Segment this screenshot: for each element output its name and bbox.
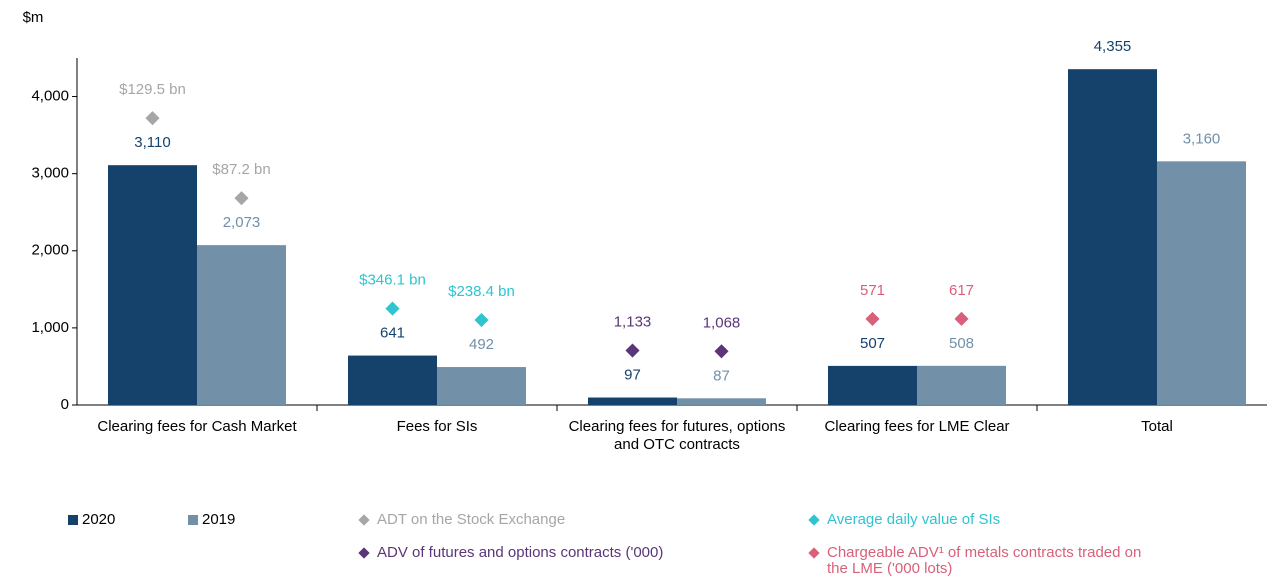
- bar-value-label: 492: [469, 336, 494, 353]
- x-tick-label: Clearing fees for LME Clear: [824, 418, 1010, 435]
- y-tick-label: 0: [61, 396, 69, 413]
- legend-label: 2019: [202, 511, 236, 528]
- bar: [588, 397, 677, 405]
- legend-marker: [358, 547, 370, 559]
- bar: [677, 398, 766, 405]
- legend-item: Chargeable ADV¹ of metals contracts trad…: [808, 545, 1148, 577]
- bar: [348, 355, 437, 405]
- legend-label: Average daily value of SIs: [827, 511, 1001, 528]
- indicator-marker: [865, 311, 880, 326]
- legend-marker: [808, 547, 820, 559]
- indicator-marker: [625, 343, 640, 358]
- indicator-label: $346.1 bn: [359, 272, 426, 289]
- legend-item: 2019: [188, 512, 235, 528]
- legend-label: ADV of futures and options contracts ('0…: [377, 544, 664, 561]
- bar: [108, 165, 197, 405]
- y-axis-label: $m: [23, 9, 44, 26]
- bar: [828, 365, 917, 405]
- bar-value-label: 3,160: [1183, 130, 1221, 147]
- legend-swatch: [188, 515, 198, 525]
- bar-value-label: 3,110: [134, 134, 170, 151]
- x-tick-label: Total: [1141, 418, 1173, 435]
- indicator-marker: [714, 344, 729, 359]
- legend-label: ADT on the Stock Exchange: [377, 511, 566, 528]
- indicator-label: 1,133: [614, 313, 652, 330]
- bar-value-label: 4,355: [1094, 38, 1132, 55]
- indicator-label: $129.5 bn: [119, 81, 186, 98]
- x-tick-label: Fees for SIs: [396, 418, 478, 435]
- bar-value-label: 507: [860, 335, 885, 352]
- indicator-marker: [145, 111, 160, 126]
- bar: [1068, 69, 1157, 405]
- indicator-label: $87.2 bn: [212, 161, 270, 178]
- y-tick-label: 2,000: [31, 242, 69, 259]
- bar-value-label: 2,073: [223, 214, 261, 231]
- indicator-marker: [234, 191, 249, 206]
- x-tick-label: Clearing fees for futures, options and O…: [568, 418, 786, 453]
- y-tick-label: 4,000: [31, 88, 69, 105]
- indicator-label: 1,068: [703, 314, 741, 331]
- bar: [197, 245, 286, 405]
- legend-marker: [808, 514, 820, 526]
- indicator-marker: [474, 312, 489, 328]
- legend-item: ADT on the Stock Exchange: [358, 512, 565, 528]
- bar-value-label: 508: [949, 335, 974, 352]
- indicator-label: 571: [860, 282, 885, 299]
- legend-marker: [358, 514, 370, 526]
- bar: [1157, 161, 1246, 405]
- y-tick-label: 3,000: [31, 165, 69, 182]
- legend-label: Chargeable ADV¹ of metals contracts trad…: [827, 544, 1142, 577]
- legend-item: Average daily value of SIs: [808, 512, 1000, 528]
- bar-value-label: 641: [380, 325, 405, 342]
- indicator-marker: [954, 311, 969, 326]
- x-tick-label: Clearing fees for Cash Market: [97, 418, 297, 435]
- legend-item: ADV of futures and options contracts ('0…: [358, 545, 663, 561]
- legend-swatch: [68, 515, 78, 525]
- indicator-label: 617: [949, 282, 974, 299]
- y-tick-label: 1,000: [31, 319, 69, 336]
- bar-value-label: 97: [624, 366, 641, 383]
- legend-item: 2020: [68, 512, 115, 528]
- bar: [917, 365, 1006, 405]
- bar: [437, 367, 526, 405]
- indicator-marker: [385, 301, 400, 316]
- indicator-label: $238.4 bn: [448, 283, 515, 300]
- legend-label: 2020: [82, 511, 116, 528]
- bar-value-label: 87: [713, 367, 730, 384]
